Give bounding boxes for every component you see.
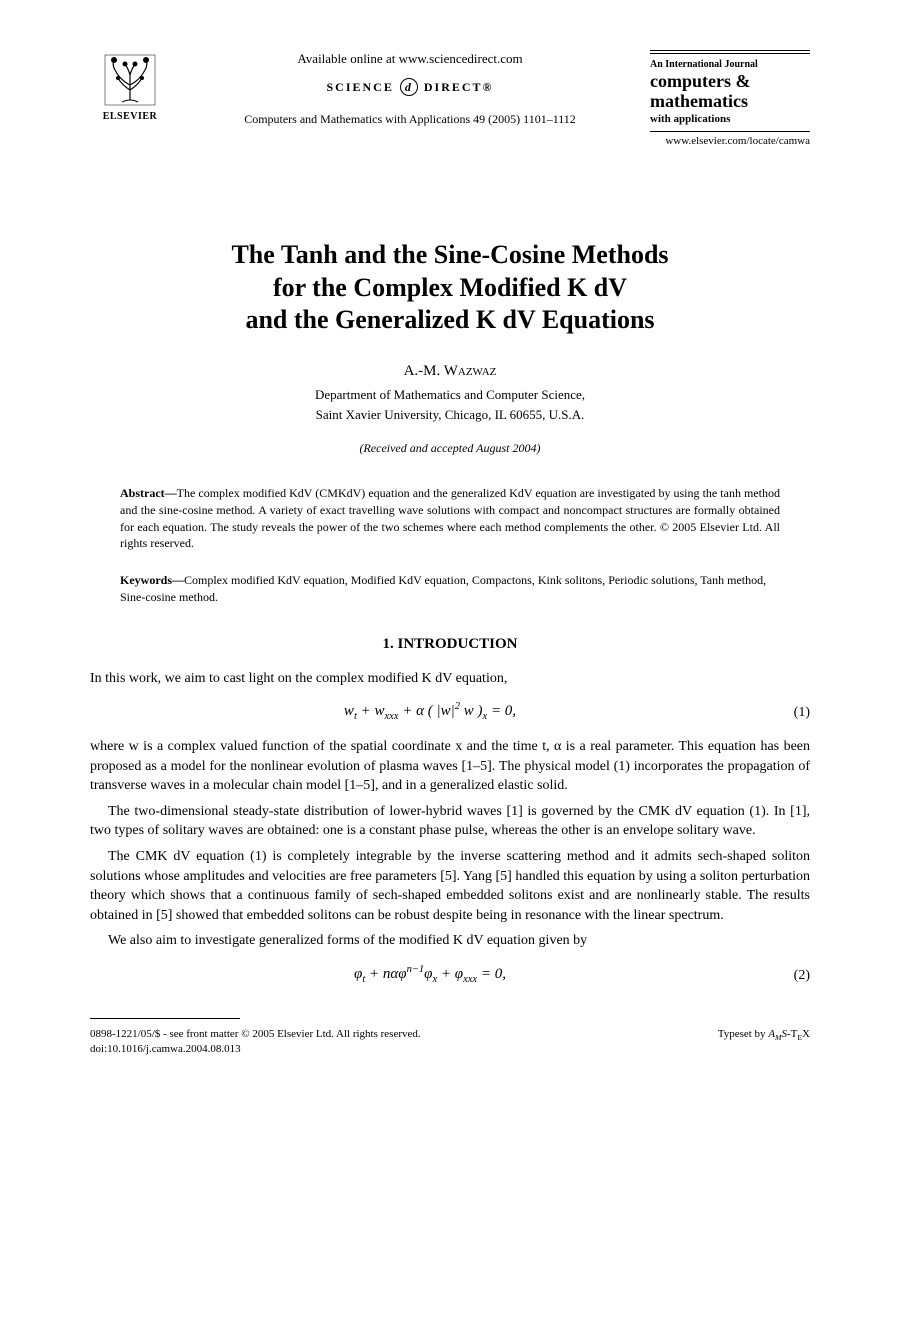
affiliation-line2: Saint Xavier University, Chicago, IL 606…: [90, 406, 810, 424]
equation-1-number: (1): [770, 703, 810, 723]
equation-2-row: φt + nαφn−1φx + φxxx = 0, (2): [90, 963, 810, 988]
section-1-title: 1. INTRODUCTION: [90, 634, 810, 655]
keywords-text: Complex modified KdV equation, Modified …: [120, 573, 766, 604]
abstract-label: Abstract—: [120, 486, 177, 500]
paragraph-4: The CMK dV equation (1) is completely in…: [90, 847, 810, 925]
header-row: ELSEVIER Available online at www.science…: [90, 50, 810, 149]
author-name: A.-M. Wazwaz: [90, 361, 810, 382]
abstract-block: Abstract—The complex modified KdV (CMKdV…: [120, 485, 780, 552]
title-line2: for the Complex Modified K dV: [90, 272, 810, 305]
received-date: (Received and accepted August 2004): [90, 440, 810, 457]
article-title: The Tanh and the Sine-Cosine Methods for…: [90, 239, 810, 337]
science-direct-right: DIRECT®: [424, 79, 494, 96]
equation-2: φt + nαφn−1φx + φxxx = 0,: [90, 963, 770, 988]
abstract-text: The complex modified KdV (CMKdV) equatio…: [120, 486, 780, 550]
elsevier-tree-icon: [100, 50, 160, 110]
keywords-block: Keywords—Complex modified KdV equation, …: [120, 572, 780, 606]
journal-box: An International Journal computers & mat…: [650, 50, 810, 149]
doi-text: doi:10.1016/j.camwa.2004.08.013: [90, 1042, 421, 1057]
journal-title-line1: computers &: [650, 72, 810, 92]
equation-1-row: wt + wxxx + α ( |w|2 w )x = 0, (1): [90, 700, 810, 725]
keywords-label: Keywords—: [120, 573, 184, 587]
journal-subtitle: with applications: [650, 112, 810, 127]
footer-text: 0898-1221/05/$ - see front matter © 2005…: [90, 1027, 810, 1058]
science-direct-left: SCIENCE: [327, 79, 394, 96]
center-header: Available online at www.sciencedirect.co…: [170, 50, 650, 128]
science-direct-logo: SCIENCE d DIRECT®: [190, 78, 630, 96]
available-online-text: Available online at www.sciencedirect.co…: [190, 50, 630, 68]
science-direct-icon: d: [400, 78, 418, 96]
publisher-logo: ELSEVIER: [90, 50, 170, 130]
publisher-name: ELSEVIER: [103, 110, 158, 124]
affiliation-line1: Department of Mathematics and Computer S…: [90, 386, 810, 404]
typeset-text: Typeset by AMS-TEX: [718, 1027, 810, 1058]
journal-tagline: An International Journal: [650, 58, 810, 72]
footer-rule: [90, 1018, 240, 1019]
paragraph-1: In this work, we aim to cast light on th…: [90, 669, 810, 689]
journal-url: www.elsevier.com/locate/camwa: [650, 131, 810, 149]
title-line1: The Tanh and the Sine-Cosine Methods: [90, 239, 810, 272]
copyright-text: 0898-1221/05/$ - see front matter © 2005…: [90, 1027, 421, 1042]
paragraph-2: where w is a complex valued function of …: [90, 737, 810, 796]
citation-text: Computers and Mathematics with Applicati…: [190, 111, 630, 128]
footer-left: 0898-1221/05/$ - see front matter © 2005…: [90, 1027, 421, 1058]
equation-1: wt + wxxx + α ( |w|2 w )x = 0,: [90, 700, 770, 725]
equation-2-number: (2): [770, 966, 810, 986]
paragraph-3: The two-dimensional steady-state distrib…: [90, 802, 810, 841]
journal-title-line2: mathematics: [650, 92, 810, 112]
paragraph-5: We also aim to investigate generalized f…: [90, 931, 810, 951]
title-line3: and the Generalized K dV Equations: [90, 304, 810, 337]
